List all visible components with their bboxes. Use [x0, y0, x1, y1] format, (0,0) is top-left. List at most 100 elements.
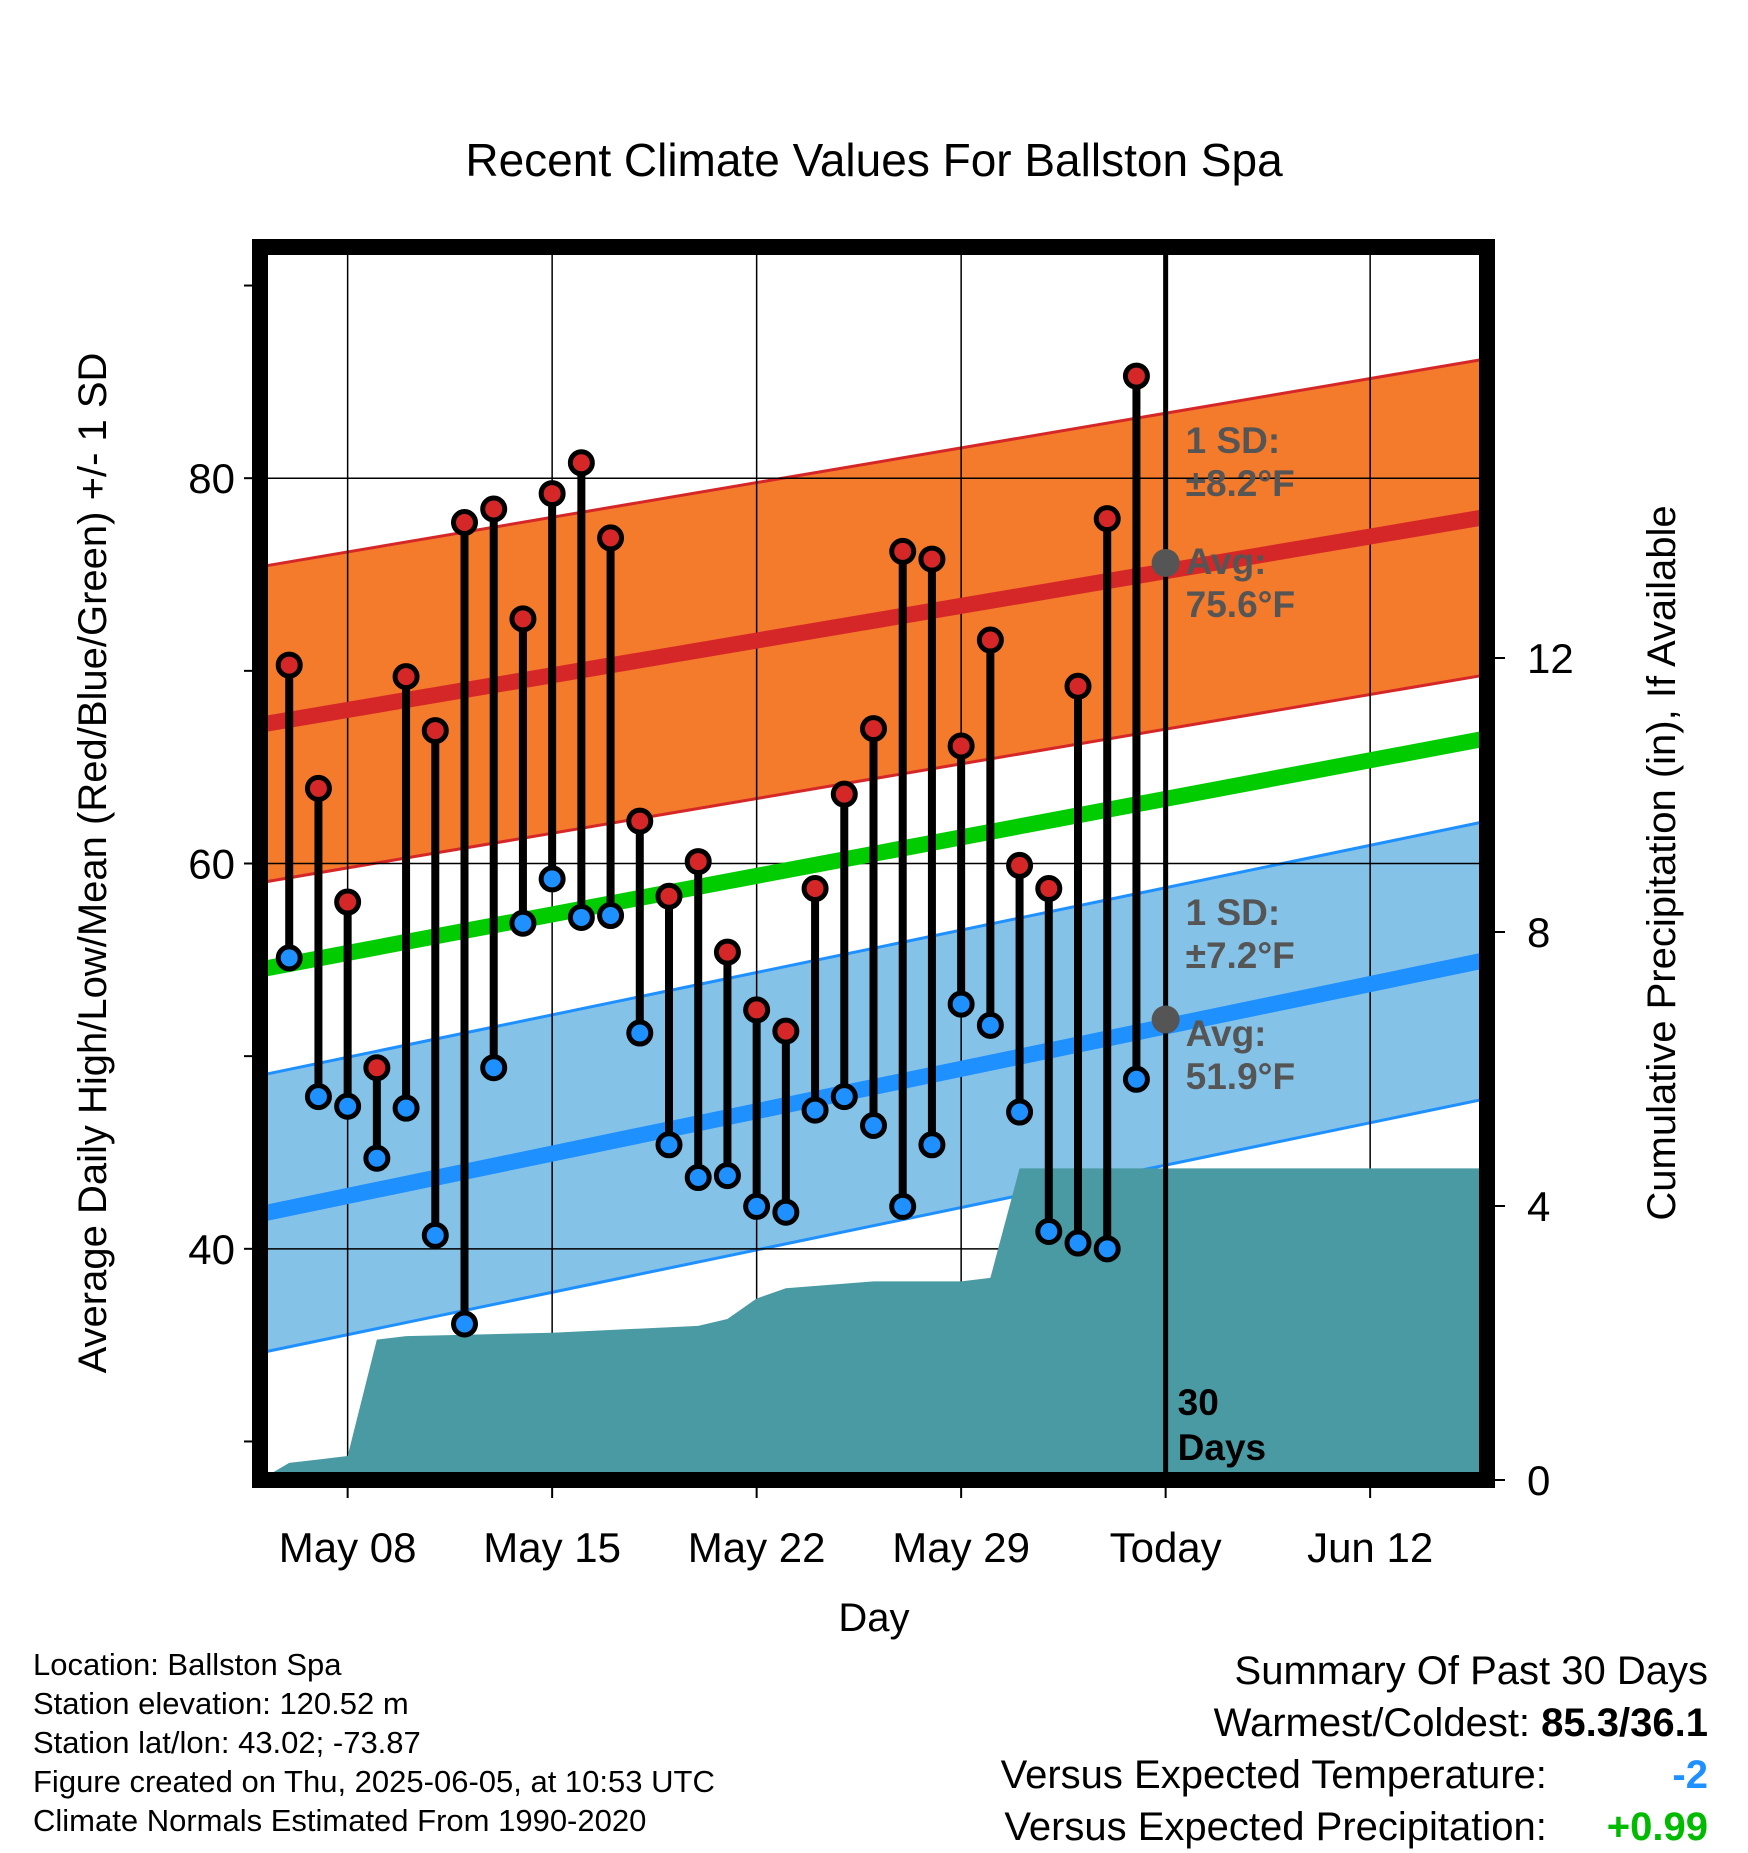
daily-low-point [860, 1112, 887, 1140]
low-avg-value: 51.9°F [1186, 1056, 1295, 1097]
x-axis-label: Day [838, 1596, 909, 1640]
daily-high-point [772, 1017, 800, 1045]
daily-high-point [1122, 362, 1150, 390]
daily-high-point [334, 888, 362, 916]
daily-high-point [655, 882, 683, 910]
daily-high-point [304, 774, 332, 802]
daily-high-point [801, 875, 829, 903]
y-tick-label: 40 [188, 1226, 235, 1273]
daily-low-point [801, 1096, 829, 1124]
created-text: Figure created on Thu, 2025-06-05, at 10… [33, 1764, 715, 1799]
daily-high-point [1035, 875, 1063, 903]
location-text: Location: Ballston Spa [33, 1647, 342, 1682]
daily-high-point [860, 715, 887, 743]
high-sd-label: 1 SD: [1186, 420, 1281, 461]
daily-high-point [626, 807, 654, 835]
daily-low-point [392, 1094, 420, 1122]
daily-high-point [451, 508, 478, 536]
daily-high-point [713, 938, 741, 966]
daily-high-point [743, 996, 771, 1024]
high-sd-value: ±8.2°F [1186, 463, 1295, 504]
daily-high-point [392, 663, 420, 691]
daily-high-point [889, 537, 917, 565]
y2-tick-label: 12 [1527, 635, 1574, 682]
high-avg-label: Avg: [1186, 541, 1267, 582]
y-axis-label: Average Daily High/Low/Mean (Red/Blue/Gr… [71, 353, 115, 1374]
daily-high-point [918, 545, 946, 573]
y2-tick-label: 8 [1527, 909, 1550, 956]
daily-low-point [1035, 1217, 1063, 1245]
summary-warm-cold: Warmest/Coldest: 85.3/36.1 [1001, 1697, 1708, 1749]
daily-low-point [626, 1019, 654, 1047]
x-tick-label: Jun 12 [1307, 1524, 1433, 1571]
daily-low-point [363, 1144, 391, 1172]
chart-title: Recent Climate Values For Ballston Spa [465, 134, 1283, 186]
y-tick-label: 80 [188, 455, 235, 502]
daily-low-point [567, 903, 595, 931]
daily-high-point [976, 626, 1004, 654]
daily-high-point [1064, 672, 1092, 700]
summary-heading: Summary Of Past 30 Days [1234, 1649, 1708, 1693]
daily-low-point [889, 1192, 917, 1220]
x-tick-label: May 22 [688, 1524, 826, 1571]
daily-high-point [947, 732, 975, 760]
summary-precip: Versus Expected Precipitation: +0.99 [1001, 1801, 1708, 1853]
daily-high-point [684, 848, 712, 876]
precipitation-area [260, 1168, 1487, 1480]
daily-high-point [275, 651, 303, 679]
days-count-label: 30 [1178, 1382, 1219, 1423]
daily-low-point [772, 1198, 800, 1226]
daily-low-point [1064, 1229, 1092, 1257]
daily-low-point [655, 1131, 683, 1159]
today-low-average-marker [1151, 1005, 1180, 1034]
y2-axis-label: Cumulative Precipitation (in), If Availa… [1640, 505, 1684, 1220]
daily-high-point [480, 495, 508, 523]
daily-high-point [567, 449, 595, 477]
y2-tick-label: 0 [1527, 1457, 1550, 1504]
daily-low-point [1122, 1065, 1150, 1093]
daily-high-point [597, 524, 625, 552]
daily-low-point [275, 944, 303, 972]
daily-low-point [947, 990, 975, 1018]
daily-high-point [421, 717, 449, 745]
x-tick-label: May 15 [483, 1524, 621, 1571]
low-sd-value: ±7.2°F [1186, 935, 1295, 976]
daily-high-point [363, 1054, 391, 1082]
daily-observations [275, 362, 1180, 1338]
temp-vs-expected-value: -2 [1672, 1753, 1708, 1797]
daily-high-point [1006, 851, 1034, 879]
x-tick-label: May 08 [279, 1524, 417, 1571]
axes: May 08 May 15 May 22 May 29 Today Jun 1240608… [71, 284, 1684, 1640]
elevation-text: Station elevation: 120.52 m [33, 1686, 409, 1721]
daily-low-point [451, 1310, 478, 1338]
daily-low-point [1006, 1098, 1034, 1126]
daily-high-point [830, 780, 858, 808]
daily-high-point [1093, 505, 1121, 533]
daily-low-point [830, 1083, 858, 1111]
summary-panel: Summary Of Past 30 Days Warmest/Coldest:… [1001, 1645, 1708, 1853]
normals-text: Climate Normals Estimated From 1990-2020 [33, 1803, 647, 1838]
latlon-text: Station lat/lon: 43.02; -73.87 [33, 1725, 421, 1760]
daily-low-point [509, 909, 537, 937]
precip-vs-expected-label: Versus Expected Precipitation: [1004, 1805, 1547, 1849]
low-avg-label: Avg: [1186, 1013, 1267, 1054]
daily-high-point [509, 605, 537, 633]
x-tick-label: Today [1110, 1524, 1222, 1571]
precipitation-fill [260, 1168, 1487, 1480]
daily-low-point [421, 1221, 449, 1249]
daily-low-point [304, 1083, 332, 1111]
precip-vs-expected-value: +0.99 [1606, 1805, 1708, 1849]
today-high-average-marker [1151, 548, 1180, 577]
y2-tick-label: 4 [1527, 1183, 1550, 1230]
daily-low-point [1093, 1235, 1121, 1263]
daily-low-point [743, 1192, 771, 1220]
daily-low-point [918, 1131, 946, 1159]
x-tick-label: May 29 [892, 1524, 1030, 1571]
daily-low-point [597, 902, 625, 930]
warm-cold-label: Warmest/Coldest: [1213, 1701, 1531, 1745]
daily-low-point [334, 1092, 362, 1120]
daily-low-point [684, 1164, 712, 1192]
